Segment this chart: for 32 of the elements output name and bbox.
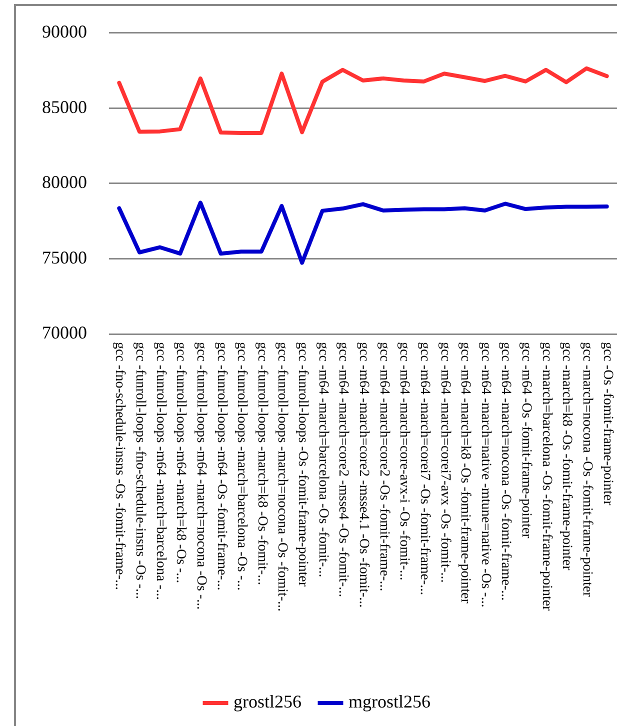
- x-tick-label: gcc -m64 -march=corei7 -Os -fomit-frame-...: [416, 342, 432, 596]
- x-tick-label: gcc -m64 -march=core2 -msse4.1 -Os -fomit-...: [355, 342, 371, 608]
- y-tick-label: 75000: [42, 247, 87, 268]
- legend-label: mgrostl256: [348, 692, 431, 712]
- x-tick-label: gcc -m64 -march=k8 -Os -fomit-frame-pointer: [456, 342, 473, 604]
- x-tick-label: gcc -funroll-loops -m64 -march=k8 -Os -...: [172, 342, 188, 584]
- x-tick-label: gcc -march=k8 -Os -fomit-frame-pointer: [558, 342, 574, 570]
- x-tick-label: gcc -m64 -march=nocona -Os -fomit-frame-...: [497, 342, 514, 601]
- x-tick-label: gcc -funroll-loops -Os -fomit-frame-pointer: [294, 342, 310, 587]
- x-tick-label: gcc -m64 -Os -fomit-frame-pointer: [518, 342, 534, 538]
- x-tick-label: gcc -funroll-loops -m64 -march=barcelona -...: [152, 342, 168, 600]
- x-tick-label: gcc -funroll-loops -m64 -march=nocona -Os -...: [192, 342, 208, 610]
- x-tick-label: gcc -m64 -march=core2 -Os -fomit-frame-...: [375, 342, 392, 592]
- x-tick-label: gcc -march=barcelona -Os -fomit-frame-pointer: [538, 342, 554, 611]
- x-tick-label: gcc -funroll-loops -fno-schedule-insns -Os -...: [131, 342, 148, 599]
- y-tick-label: 85000: [42, 96, 87, 117]
- x-tick-label: gcc -funroll-loops -march=barcelona -Os -...: [233, 342, 250, 591]
- x-tick-label: gcc -funroll-loops -march=k8 -Os -fomit-...: [253, 342, 270, 586]
- y-tick-label: 80000: [42, 172, 87, 192]
- x-tick-label: gcc -Os -fomit-frame-pointer: [598, 342, 615, 506]
- x-tick-label: gcc -m64 -march=core2 -msse4 -Os -fomit-...: [334, 342, 351, 598]
- x-tick-label: gcc -m64 -march=barcelona -Os -fomit-...: [314, 342, 330, 578]
- x-tick-label: gcc -m64 -march=corei7-avx -Os -fomit-...: [436, 342, 452, 583]
- y-tick-label: 70000: [42, 322, 87, 343]
- x-tick-label: gcc -funroll-loops -m64 -Os -fomit-frame-...: [212, 342, 229, 590]
- x-tick-label: gcc -fno-schedule-insns -Os -fomit-frame-...: [111, 342, 128, 590]
- x-tick-label: gcc -funroll-loops -march=nocona -Os -fomit-...: [274, 342, 290, 612]
- x-tick-label: gcc -march=nocona -Os -fomit-frame-pointer: [578, 342, 595, 597]
- x-tick-label: gcc -m64 -march=core-avx-i -Os -fomit-...: [396, 342, 412, 580]
- y-tick-label: 90000: [42, 22, 87, 42]
- legend-label: grostl256: [234, 692, 302, 712]
- x-tick-label: gcc -m64 -march=native -mtune=native -Os -...: [476, 342, 493, 608]
